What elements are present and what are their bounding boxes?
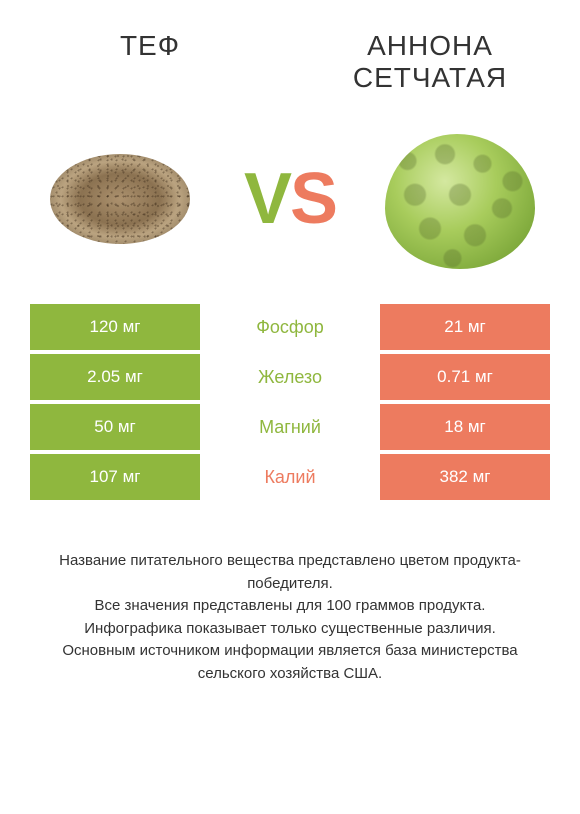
right-product-image bbox=[380, 119, 540, 279]
table-row: 120 мгФосфор21 мг bbox=[30, 304, 550, 350]
nutrient-label: Калий bbox=[200, 454, 380, 500]
teff-illustration bbox=[50, 154, 190, 244]
comparison-table: 120 мгФосфор21 мг2.05 мгЖелезо0.71 мг50 … bbox=[30, 304, 550, 500]
table-row: 2.05 мгЖелезо0.71 мг bbox=[30, 354, 550, 400]
left-product-image bbox=[40, 119, 200, 279]
right-value: 0.71 мг bbox=[380, 354, 550, 400]
left-value: 107 мг bbox=[30, 454, 200, 500]
table-row: 107 мгКалий382 мг bbox=[30, 454, 550, 500]
annona-illustration bbox=[385, 129, 535, 269]
left-value: 2.05 мг bbox=[30, 354, 200, 400]
left-value: 50 мг bbox=[30, 404, 200, 450]
header: ТЕФ АННОНА СЕТЧАТАЯ bbox=[0, 0, 580, 104]
image-row: VS bbox=[0, 104, 580, 304]
left-value: 120 мг bbox=[30, 304, 200, 350]
footnote-line: Все значения представлены для 100 граммо… bbox=[30, 595, 550, 618]
right-value: 21 мг bbox=[380, 304, 550, 350]
left-product-title: ТЕФ bbox=[50, 30, 250, 62]
nutrient-label: Магний bbox=[200, 404, 380, 450]
right-value: 382 мг bbox=[380, 454, 550, 500]
footnote-line: Инфографика показывает только существенн… bbox=[30, 618, 550, 641]
vs-label: VS bbox=[244, 158, 336, 240]
footnote-line: Название питательного вещества представл… bbox=[30, 550, 550, 595]
nutrient-label: Железо bbox=[200, 354, 380, 400]
footnote-line: Основным источником информации является … bbox=[30, 640, 550, 685]
right-value: 18 мг bbox=[380, 404, 550, 450]
vs-letter-s: S bbox=[290, 159, 336, 239]
vs-letter-v: V bbox=[244, 159, 290, 239]
nutrient-label: Фосфор bbox=[200, 304, 380, 350]
right-product-title: АННОНА СЕТЧАТАЯ bbox=[330, 30, 530, 94]
footnote: Название питательного вещества представл… bbox=[30, 550, 550, 685]
table-row: 50 мгМагний18 мг bbox=[30, 404, 550, 450]
